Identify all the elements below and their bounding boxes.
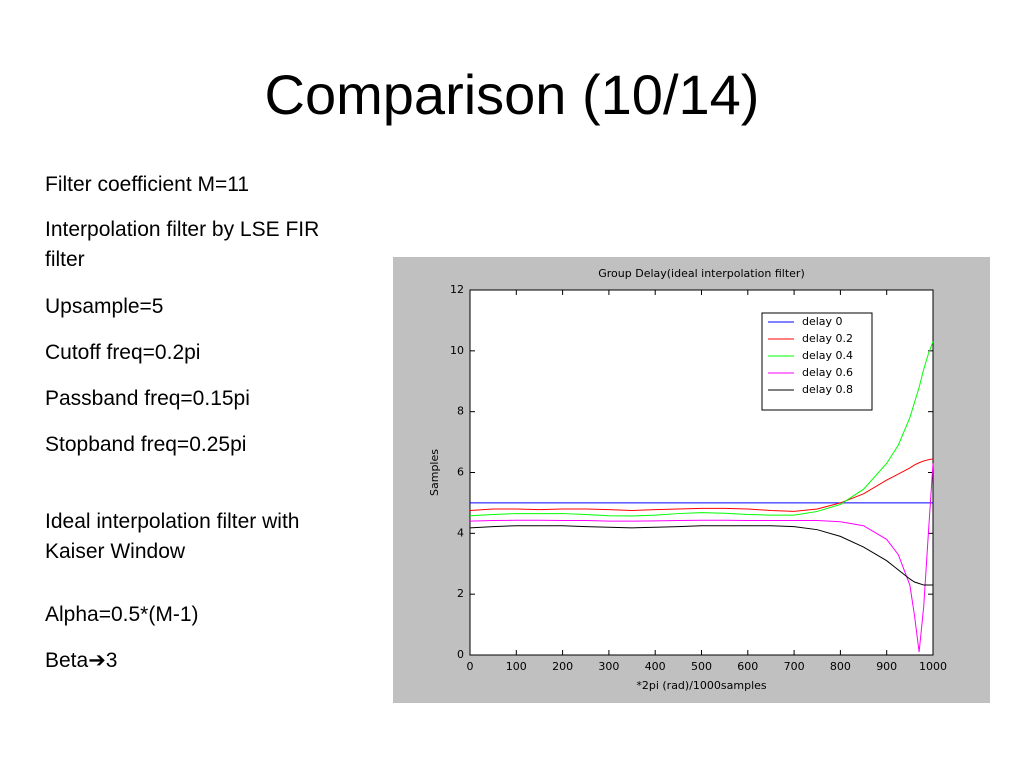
bullet-item: Stopband freq=0.25pi [45,433,247,456]
legend-label: delay 0 [802,315,843,328]
slide-title: Comparison (10/14) [264,63,760,126]
chart-title: Group Delay(ideal interpolation filter) [598,267,805,280]
y-tick-label: 4 [457,526,464,539]
y-tick-label: 2 [457,587,464,600]
bullet-item: Passband freq=0.15pi [45,387,250,410]
x-tick-label: 700 [784,660,805,673]
y-axis-label: Samples [428,449,441,496]
x-tick-label: 1000 [919,660,947,673]
bullet-item: Filter coefficient M=11 [45,173,250,196]
series-line [469,525,933,586]
series-line [469,458,934,512]
y-tick-label: 6 [457,466,464,479]
bullet-item: Alpha=0.5*(M-1) [45,603,199,626]
x-tick-label: 200 [552,660,573,673]
series-line [469,463,934,653]
x-tick-label: 400 [645,660,666,673]
chart: Group Delay(ideal interpolation filter) *… [393,257,990,703]
x-axis-label: *2pi (rad)/1000samples [636,679,767,692]
y-tick-label: 0 [457,648,464,661]
legend-label: delay 0.8 [802,383,853,396]
bullet-item: Ideal interpolation filter with Kaiser W… [45,510,300,563]
bullet-item: Beta➔3 [45,649,118,672]
legend-label: delay 0.2 [802,332,853,345]
x-tick-label: 300 [598,660,619,673]
bullet-item: Cutoff freq=0.2pi [45,341,201,364]
x-tick-label: 800 [830,660,851,673]
x-tick-label: 900 [876,660,897,673]
y-tick-label: 8 [457,405,464,418]
y-tick-label: 12 [450,283,464,296]
x-tick-label: 600 [737,660,758,673]
legend-box [761,312,873,411]
legend-label: delay 0.6 [802,366,853,379]
bullet-item: Upsample=5 [45,295,164,318]
x-tick-label: 100 [506,660,527,673]
x-tick-label: 0 [467,660,474,673]
bullet-item: Interpolation filter by LSE FIR filter [45,218,320,271]
x-tick-label: 500 [691,660,712,673]
y-tick-label: 10 [450,344,464,357]
legend-label: delay 0.4 [802,349,853,362]
series-line [469,341,934,517]
